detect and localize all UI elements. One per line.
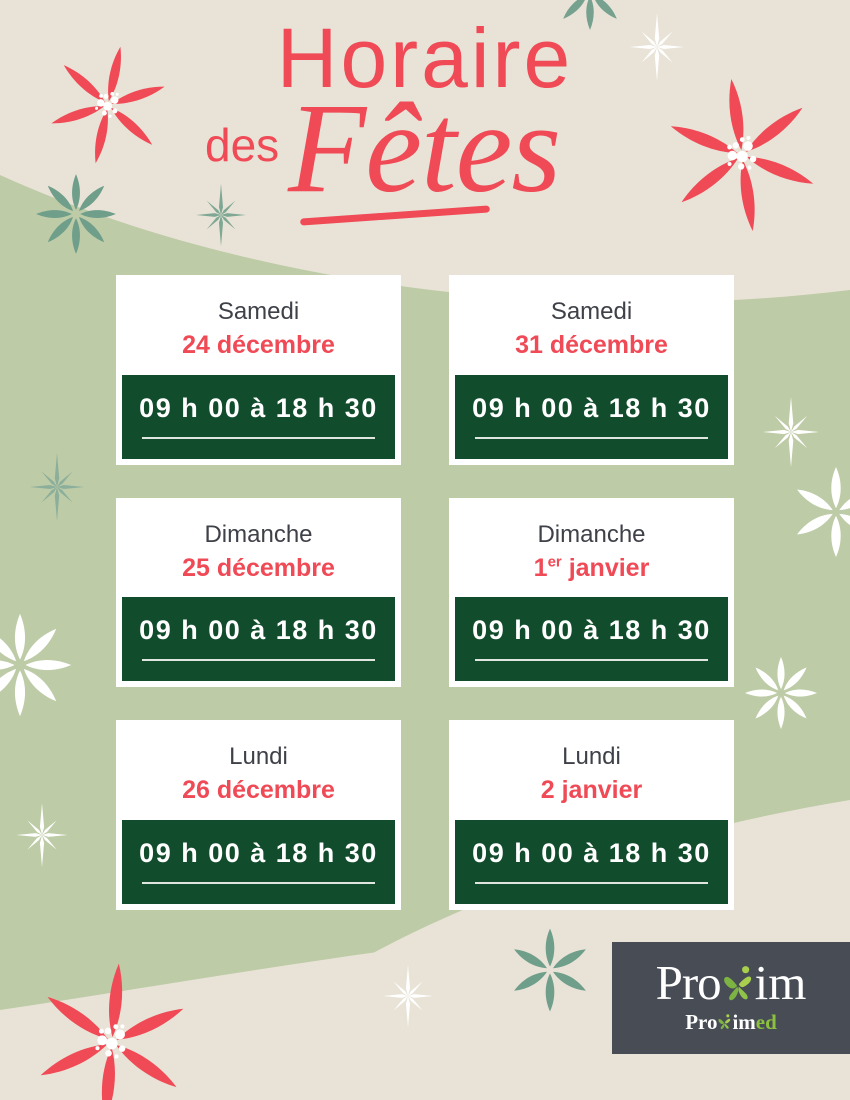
logo-subbrand: Pro imed — [612, 1012, 850, 1033]
card-hours: 09 h 00 à 18 h 30 — [139, 837, 378, 868]
card-date: 25 décembre — [128, 552, 389, 585]
card-header: Lundi 2 janvier — [455, 726, 728, 820]
card-day-name: Lundi — [562, 743, 621, 770]
title-word-horaire: Horaire — [276, 11, 574, 105]
card-underline — [142, 436, 375, 439]
card-hours-panel: 09 h 00 à 18 h 30 — [455, 819, 728, 904]
schedule-card: Dimanche 1er janvier 09 h 00 à 18 h 30 — [449, 497, 734, 687]
schedule-row-2: Dimanche 25 décembre 09 h 00 à 18 h 30 D… — [0, 497, 850, 687]
card-date: 1er janvier — [461, 552, 722, 585]
card-header: Lundi 26 décembre — [122, 726, 395, 820]
butterfly-x-small-icon — [717, 1014, 732, 1031]
card-date-main: 2 janvier — [540, 776, 643, 804]
butterfly-x-icon — [721, 964, 755, 1004]
card-day-name: Samedi — [217, 298, 300, 325]
card-date-main: 26 décembre — [182, 776, 335, 804]
schedule-cards: Samedi 24 décembre 09 h 00 à 18 h 30 Sam… — [0, 275, 850, 943]
card-date-main: 25 décembre — [182, 553, 335, 582]
card-date: 2 janvier — [461, 774, 722, 807]
card-header: Dimanche 1er janvier — [455, 503, 728, 597]
card-day-name: Dimanche — [537, 520, 646, 548]
card-underline — [475, 881, 708, 884]
card-day-name: Dimanche — [204, 520, 313, 548]
logo-sub-im: im — [732, 1010, 756, 1034]
card-date-main: 31 décembre — [515, 331, 668, 359]
card-underline — [142, 659, 375, 661]
schedule-card: Lundi 26 décembre 09 h 00 à 18 h 30 — [116, 720, 401, 910]
logo-wordmark: Pro im — [612, 958, 850, 1007]
card-hours-panel: 09 h 00 à 18 h 30 — [122, 597, 395, 681]
card-header: Samedi 31 décembre — [455, 281, 728, 375]
card-underline — [475, 659, 708, 661]
card-day-name: Lundi — [229, 743, 288, 770]
schedule-card: Samedi 31 décembre 09 h 00 à 18 h 30 — [449, 275, 734, 465]
schedule-row-1: Samedi 24 décembre 09 h 00 à 18 h 30 Sam… — [0, 275, 850, 465]
card-date-main: 24 décembre — [182, 331, 335, 359]
card-date-rest: janvier — [561, 553, 650, 582]
logo-sub-pro: Pro — [685, 1010, 718, 1034]
title-second-line: des Fêtes — [0, 84, 850, 226]
poster-title: Horaire des Fêtes — [0, 11, 850, 226]
schedule-card: Lundi 2 janvier 09 h 00 à 18 h 30 — [449, 720, 734, 910]
card-hours: 09 h 00 à 18 h 30 — [139, 392, 378, 423]
card-header: Dimanche 25 décembre — [122, 503, 395, 597]
card-header: Samedi 24 décembre — [122, 281, 395, 375]
title-word-fetes: Fêtes — [288, 76, 561, 219]
card-date-sup: er — [547, 553, 562, 571]
proxim-logo: Pro im Pro imed — [612, 942, 850, 1054]
card-date-main: 1 — [533, 553, 548, 582]
card-date: 26 décembre — [128, 774, 389, 807]
card-hours-panel: 09 h 00 à 18 h 30 — [455, 597, 728, 681]
card-underline — [475, 436, 708, 439]
schedule-card: Dimanche 25 décembre 09 h 00 à 18 h 30 — [116, 497, 401, 687]
schedule-row-3: Lundi 26 décembre 09 h 00 à 18 h 30 Lund… — [0, 720, 850, 910]
card-hours-panel: 09 h 00 à 18 h 30 — [455, 374, 728, 459]
logo-text-im: im — [754, 955, 807, 1010]
card-hours: 09 h 00 à 18 h 30 — [472, 837, 711, 868]
card-hours-panel: 09 h 00 à 18 h 30 — [122, 374, 395, 459]
card-day-name: Samedi — [550, 298, 633, 325]
card-hours-panel: 09 h 00 à 18 h 30 — [122, 819, 395, 904]
card-date: 31 décembre — [461, 329, 722, 362]
logo-sub-ed: ed — [755, 1010, 777, 1034]
title-word-des: des — [205, 118, 280, 171]
schedule-card: Samedi 24 décembre 09 h 00 à 18 h 30 — [116, 275, 401, 465]
logo-text-pro: Pro — [655, 955, 722, 1010]
card-hours: 09 h 00 à 18 h 30 — [472, 392, 711, 423]
card-hours: 09 h 00 à 18 h 30 — [139, 615, 378, 645]
card-hours: 09 h 00 à 18 h 30 — [472, 615, 711, 645]
card-underline — [142, 881, 375, 884]
card-date: 24 décembre — [128, 329, 389, 362]
